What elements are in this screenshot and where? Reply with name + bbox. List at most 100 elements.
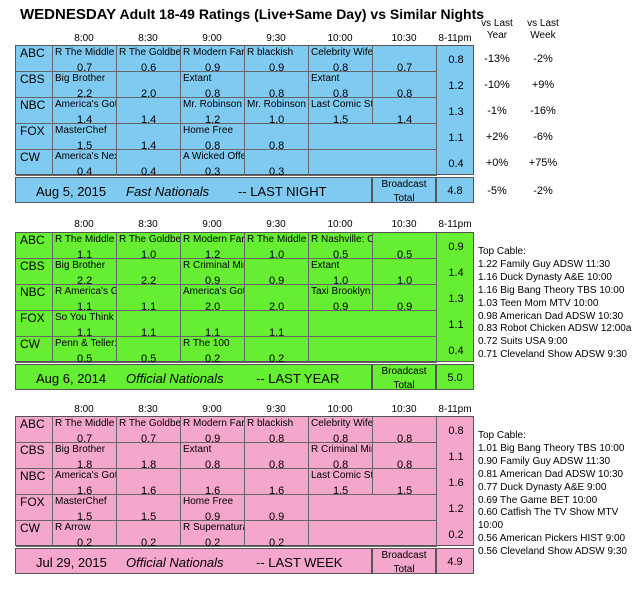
rating-value: 1.6 xyxy=(205,485,221,495)
panel1-cell: 1.4 xyxy=(117,98,181,124)
panel2-total-label: Total xyxy=(393,380,415,391)
panel2-net-abc: ABC xyxy=(16,233,53,259)
panel3-net-fox: FOX xyxy=(16,495,53,521)
rating-value: 0.9 xyxy=(205,275,221,285)
rating-value: 0.8 xyxy=(269,459,285,469)
panel2-cell: R America's Got Talent 1.1 xyxy=(53,285,117,311)
panel2-net-cw: CW xyxy=(16,337,53,363)
panel3-cell xyxy=(309,521,437,547)
panel1-cell: 0.8 xyxy=(245,72,309,98)
rating-value: 0.2 xyxy=(269,537,285,547)
rating-value: 0.8 xyxy=(333,88,349,98)
panel1-vs-year: -13% xyxy=(484,53,510,65)
show-title: Extant xyxy=(311,73,340,84)
panel1-cell: R The Middle 0.7 xyxy=(53,46,117,72)
panel2-cell: 1.1 xyxy=(117,311,181,337)
rating-value: 0.5 xyxy=(397,249,413,259)
panel1-cell: Last Comic Standing 1.5 xyxy=(309,98,373,124)
rating-value: 1.0 xyxy=(269,114,285,124)
panel1-cell: Home Free 0.8 xyxy=(181,124,245,150)
panel2-row-total: 1.1 xyxy=(448,319,464,331)
panel2-cell: 2.0 xyxy=(245,285,309,311)
p3-time-5: 10:30 xyxy=(391,404,417,415)
panel1-cell: 1.4 xyxy=(373,98,437,124)
panel1-total: 4.8 xyxy=(436,177,474,203)
rating-value: 2.2 xyxy=(77,275,93,285)
panel1-cell: Extant 0.8 xyxy=(309,72,373,98)
rating-value: 0.9 xyxy=(205,511,221,521)
title-rest: Adult 18-49 Ratings (Live+Same Day) vs S… xyxy=(116,6,485,22)
p1-time-6: 8-11pm xyxy=(438,33,472,44)
show-title: R The Middle xyxy=(247,234,307,245)
panel1-grid: ABC R The Middle 0.7 R The Goldbe 0.6 R Moder… xyxy=(15,45,474,176)
p3-time-3: 9:30 xyxy=(266,404,286,415)
panel1-net-abc: ABC xyxy=(16,46,53,72)
rating-value: 0.5 xyxy=(333,249,349,259)
show-title: Celebrity Wife Swap xyxy=(311,47,373,58)
rating-value: 0.9 xyxy=(269,62,285,72)
panel2-cell: R Modern Far 1.2 xyxy=(181,233,245,259)
panel2-cell: R The Goldbe 1.0 xyxy=(117,233,181,259)
rating-value: 0.5 xyxy=(141,353,157,363)
panel3-cell: Home Free 0.9 xyxy=(181,495,245,521)
panel1-footer: Aug 5, 2015 Fast Nationals -- LAST NIGHT xyxy=(15,177,372,203)
rating-value: 0.2 xyxy=(77,537,93,547)
p2-time-3: 9:30 xyxy=(266,219,286,230)
panel1-cell xyxy=(309,124,437,150)
panel2-cell xyxy=(309,337,437,363)
panel1-cell: Mr. Robinson 1.0 xyxy=(245,98,309,124)
rating-value: 1.2 xyxy=(205,114,221,124)
show-title: So You Think You Can Dance xyxy=(55,312,116,323)
rating-value: 1.4 xyxy=(141,114,157,124)
rating-value: 1.6 xyxy=(269,485,285,495)
panel3-cell: Big Brother 1.8 xyxy=(53,443,117,469)
show-title: America's Next Top Model xyxy=(55,151,116,162)
panel2-cell: So You Think You Can Dance 1.1 xyxy=(53,311,117,337)
top-cable-item: 0.72 Suits USA 9:00 xyxy=(478,336,568,348)
panel3-suffix: -- LAST WEEK xyxy=(256,555,343,570)
rating-value: 1.1 xyxy=(141,301,157,311)
panel3-label: Official Nationals xyxy=(126,555,224,570)
panel1-vs-year: +0% xyxy=(485,157,509,169)
panel3-cell: MasterChef 1.5 xyxy=(53,495,117,521)
panel3-total-label: Total xyxy=(393,564,415,575)
vs-last-year-header: vs Last Year xyxy=(481,18,513,41)
top-cable-item: 0.69 The Game BET 10:00 xyxy=(478,494,598,506)
panel3-row-total: 0.2 xyxy=(448,529,464,541)
rating-value: 1.0 xyxy=(397,275,413,285)
panel2-cell: 0.9 xyxy=(373,285,437,311)
panel3-date: Jul 29, 2015 xyxy=(36,555,107,570)
show-title: R blackish xyxy=(247,418,294,429)
panel1-cell: Extant 0.8 xyxy=(181,72,245,98)
panel2-cell: 0.2 xyxy=(245,337,309,363)
top-cable-title: Top Cable: xyxy=(478,246,526,257)
panel3-cell: 0.2 xyxy=(245,521,309,547)
panel1-total-label: Total xyxy=(393,193,415,204)
show-title: Taxi Brooklyn xyxy=(311,286,371,297)
panel1-row-total: 1.2 xyxy=(448,80,464,92)
show-title: R America's Got Talent xyxy=(55,286,116,297)
rating-value: 0.9 xyxy=(333,301,349,311)
top-cable-item: 0.71 Cleveland Show ADSW 9:30 xyxy=(478,349,627,361)
panel3-cell: 0.8 xyxy=(373,417,437,443)
show-title: Mr. Robinson xyxy=(183,99,242,110)
rating-value: 0.5 xyxy=(77,353,93,363)
top-cable-title: Top Cable: xyxy=(478,430,526,441)
panel3-cell: America's Got Talent 1.6 xyxy=(53,469,117,495)
panel3-broadcast-box: Broadcast Total xyxy=(372,548,436,575)
rating-value: 0.9 xyxy=(269,511,285,521)
rating-value: 0.8 xyxy=(205,88,221,98)
top-cable-item: 1.22 Family Guy ADSW 11:30 xyxy=(478,258,611,270)
top-cable-item: 1.16 Duck Dynasty A&E 10:00 xyxy=(478,271,612,283)
panel3-cell: 1.6 xyxy=(181,469,245,495)
panel2-row-total: 0.9 xyxy=(448,241,464,253)
top-cable-item: 0.56 Cleveland Show ADSW 9:30 xyxy=(478,546,627,558)
panel1-cell: 0.7 xyxy=(373,46,437,72)
rating-value: 0.7 xyxy=(141,433,157,443)
rating-value: 1.2 xyxy=(205,249,221,259)
rating-value: 1.8 xyxy=(141,459,157,469)
rating-value: 0.8 xyxy=(397,459,413,469)
panel2-row-total: 1.3 xyxy=(448,293,464,305)
rating-value: 1.1 xyxy=(77,301,93,311)
rating-value: 0.7 xyxy=(397,62,413,72)
